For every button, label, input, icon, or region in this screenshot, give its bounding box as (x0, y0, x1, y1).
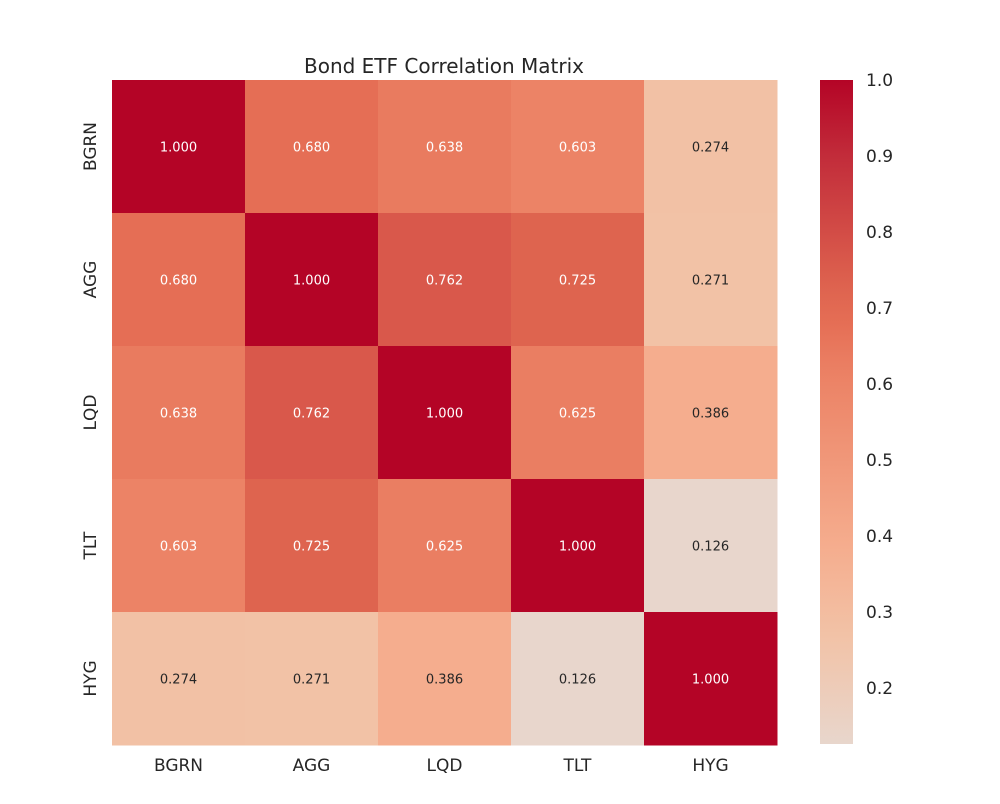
heatmap-cell-labels: 1.000 0.680 0.638 0.603 0.274 0.680 1.000 0.762… (160, 141, 729, 688)
colorbar-tick-label: 0.3 (866, 603, 893, 623)
heatmap-cell-lqd-agg (245, 346, 379, 480)
cell-value-label: 0.762 (426, 274, 463, 289)
colorbar-tick-label: 0.9 (866, 147, 893, 167)
colorbar-tick-label: 0.7 (866, 299, 893, 319)
heatmap-cell-agg-bgrn (112, 213, 246, 347)
chart-title: Bond ETF Correlation Matrix (304, 54, 584, 78)
y-tick-label-agg: AGG (81, 261, 101, 299)
cell-value-label: 0.725 (559, 274, 596, 289)
heatmap-cell-lqd-tlt (511, 346, 645, 480)
cell-value-label: 0.725 (293, 540, 330, 555)
cell-value-label: 0.126 (559, 673, 596, 688)
x-tick-label-tlt: TLT (563, 756, 593, 776)
heatmap-cell-agg-lqd (378, 213, 512, 347)
heatmap-cell-lqd-hyg (644, 346, 778, 480)
cell-value-label: 1.000 (559, 540, 596, 555)
heatmap-cell-hyg-hyg (644, 612, 778, 746)
cell-value-label: 0.271 (692, 274, 729, 289)
heatmap-cell-tlt-lqd (378, 479, 512, 613)
heatmap-cell-bgrn-lqd (378, 80, 512, 214)
heatmap-cell-bgrn-agg (245, 80, 379, 214)
heatmap-cell-bgrn-hyg (644, 80, 778, 214)
colorbar: 0.2 0.3 0.4 0.5 0.6 0.7 0.8 0.9 1.0 (820, 71, 893, 744)
cell-value-label: 0.386 (426, 673, 463, 688)
cell-value-label: 0.638 (426, 141, 463, 156)
colorbar-tick-label: 0.4 (866, 527, 893, 547)
heatmap-cell-hyg-lqd (378, 612, 512, 746)
cell-value-label: 0.762 (293, 407, 330, 422)
y-tick-label-lqd: LQD (81, 395, 101, 431)
y-axis-tick-labels: BGRN AGG LQD TLT HYG (81, 122, 101, 697)
heatmap-cell-hyg-bgrn (112, 612, 246, 746)
heatmap-cell-lqd-lqd (378, 346, 512, 480)
cell-value-label: 0.603 (559, 141, 596, 156)
x-tick-label-agg: AGG (293, 756, 331, 776)
x-tick-label-lqd: LQD (427, 756, 463, 776)
cell-value-label: 0.603 (160, 540, 197, 555)
cell-value-label: 1.000 (160, 141, 197, 156)
cell-value-label: 0.274 (160, 673, 197, 688)
colorbar-tick-label: 0.5 (866, 451, 893, 471)
heatmap-cell-hyg-tlt (511, 612, 645, 746)
colorbar-tick-label: 1.0 (866, 71, 893, 91)
y-tick-label-hyg: HYG (81, 660, 101, 696)
cell-value-label: 0.126 (692, 540, 729, 555)
colorbar-gradient (820, 80, 853, 744)
heatmap-cell-tlt-agg (245, 479, 379, 613)
heatmap-cell-lqd-bgrn (112, 346, 246, 480)
x-axis-tick-labels: BGRN AGG LQD TLT HYG (154, 756, 729, 776)
cell-value-label: 0.271 (293, 673, 330, 688)
heatmap-cell-hyg-agg (245, 612, 379, 746)
cell-value-label: 0.625 (426, 540, 463, 555)
heatmap-cell-agg-hyg (644, 213, 778, 347)
colorbar-tick-label: 0.6 (866, 375, 893, 395)
heatmap-cell-tlt-bgrn (112, 479, 246, 613)
x-tick-label-bgrn: BGRN (154, 756, 203, 776)
y-tick-label-tlt: TLT (81, 531, 101, 561)
heatmap-cell-agg-tlt (511, 213, 645, 347)
cell-value-label: 0.680 (160, 274, 197, 289)
y-tick-label-bgrn: BGRN (81, 122, 101, 171)
heatmap-cell-bgrn-tlt (511, 80, 645, 214)
cell-value-label: 0.625 (559, 407, 596, 422)
heatmap-cells (112, 80, 778, 746)
colorbar-tick-label: 0.2 (866, 679, 893, 699)
x-tick-label-hyg: HYG (692, 756, 728, 776)
heatmap-cell-tlt-hyg (644, 479, 778, 613)
heatmap-cell-bgrn-bgrn (112, 80, 246, 214)
heatmap-cell-agg-agg (245, 213, 379, 347)
cell-value-label: 0.386 (692, 407, 729, 422)
heatmap-cell-tlt-tlt (511, 479, 645, 613)
cell-value-label: 0.680 (293, 141, 330, 156)
cell-value-label: 1.000 (293, 274, 330, 289)
cell-value-label: 0.274 (692, 141, 729, 156)
cell-value-label: 0.638 (160, 407, 197, 422)
colorbar-tick-label: 0.8 (866, 223, 893, 243)
cell-value-label: 1.000 (692, 673, 729, 688)
cell-value-label: 1.000 (426, 407, 463, 422)
